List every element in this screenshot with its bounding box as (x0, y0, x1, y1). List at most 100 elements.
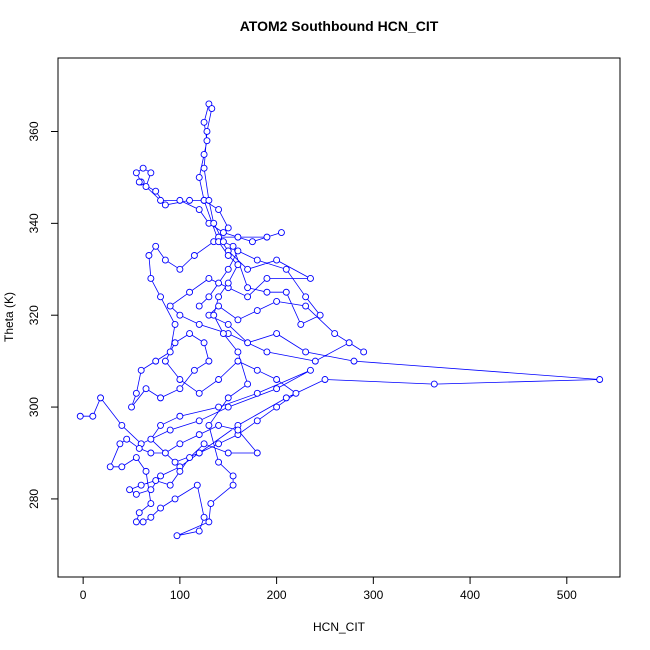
data-point (253, 417, 261, 425)
data-point (147, 275, 155, 282)
y-axis-label: Theta (K) (2, 292, 16, 342)
data-point (139, 518, 147, 526)
data-point (147, 486, 155, 494)
data-point (234, 348, 242, 356)
data-point (316, 311, 324, 319)
data-point (152, 477, 160, 484)
data-point (210, 311, 218, 319)
x-tick-label: 400 (460, 588, 480, 602)
data-point (157, 394, 164, 402)
data-point (215, 376, 223, 383)
data-point (210, 219, 218, 227)
data-point (176, 376, 184, 383)
data-point (253, 449, 261, 457)
data-point (224, 394, 232, 402)
data-point (176, 467, 184, 475)
data-point (161, 256, 169, 264)
data-point (161, 357, 169, 365)
data-point (147, 435, 155, 443)
y-tick-label: 360 (27, 121, 41, 141)
y-tick-label: 300 (27, 397, 41, 417)
data-point (195, 417, 203, 425)
data-point (190, 252, 198, 259)
data-point (171, 458, 179, 466)
data-point (205, 293, 213, 301)
data-point (224, 224, 232, 232)
data-point (139, 164, 147, 172)
data-point (350, 357, 358, 365)
data-point (142, 183, 150, 191)
data-point (203, 128, 211, 135)
x-axis-label: HCN_CIT (313, 620, 366, 634)
data-point (229, 242, 237, 250)
data-point (176, 412, 184, 420)
data-point (76, 412, 84, 420)
x-tick-label: 0 (80, 588, 87, 602)
data-point (166, 426, 174, 434)
data-point (273, 376, 281, 383)
data-point (132, 169, 140, 177)
x-tick-label: 500 (557, 588, 577, 602)
data-point (186, 288, 194, 296)
data-point (205, 357, 213, 365)
data-point (195, 527, 203, 535)
data-point (195, 320, 203, 328)
data-point (234, 261, 242, 269)
data-point (147, 449, 155, 457)
data-point (193, 481, 201, 489)
y-tick-label: 320 (27, 305, 41, 325)
data-point (596, 376, 604, 383)
data-point (302, 302, 310, 310)
data-point (234, 357, 242, 365)
data-point (135, 178, 143, 186)
data-point (205, 275, 213, 282)
data-point (176, 265, 184, 273)
data-point (161, 201, 169, 209)
data-point (157, 472, 164, 480)
data-point (292, 389, 300, 397)
data-point (186, 454, 194, 462)
data-point (208, 105, 216, 112)
data-point (152, 242, 160, 250)
data-point (157, 293, 164, 301)
data-point (186, 196, 194, 204)
x-tick-label: 200 (267, 588, 287, 602)
data-point (161, 449, 169, 457)
data-point (142, 385, 150, 393)
data-point (253, 366, 261, 374)
data-point (176, 385, 184, 393)
data-point (263, 275, 271, 282)
data-point (307, 366, 314, 374)
data-point (118, 463, 126, 471)
data-point (215, 293, 223, 301)
data-point (195, 173, 203, 181)
data-point (118, 421, 126, 429)
data-point (253, 256, 261, 264)
x-tick-label: 100 (170, 588, 190, 602)
data-point (152, 357, 160, 365)
data-point (229, 481, 237, 489)
y-tick-label: 340 (27, 213, 41, 233)
data-point (166, 481, 174, 489)
data-point (282, 394, 290, 402)
data-point (176, 440, 184, 448)
data-point (157, 504, 164, 512)
data-point (360, 348, 368, 356)
data-point (311, 357, 319, 365)
data-point (205, 196, 213, 204)
data-point (282, 288, 290, 296)
data-point (224, 265, 232, 273)
data-point (152, 187, 160, 195)
data-point (186, 330, 194, 338)
data-point (215, 403, 223, 411)
data-point (234, 316, 242, 324)
data-point (263, 233, 271, 241)
data-point (171, 320, 179, 328)
data-point (135, 444, 143, 452)
data-point (203, 137, 211, 145)
data-point (132, 389, 140, 397)
data-point (263, 348, 271, 356)
data-point (244, 380, 252, 388)
data-point (273, 385, 281, 393)
data-point (195, 302, 203, 310)
